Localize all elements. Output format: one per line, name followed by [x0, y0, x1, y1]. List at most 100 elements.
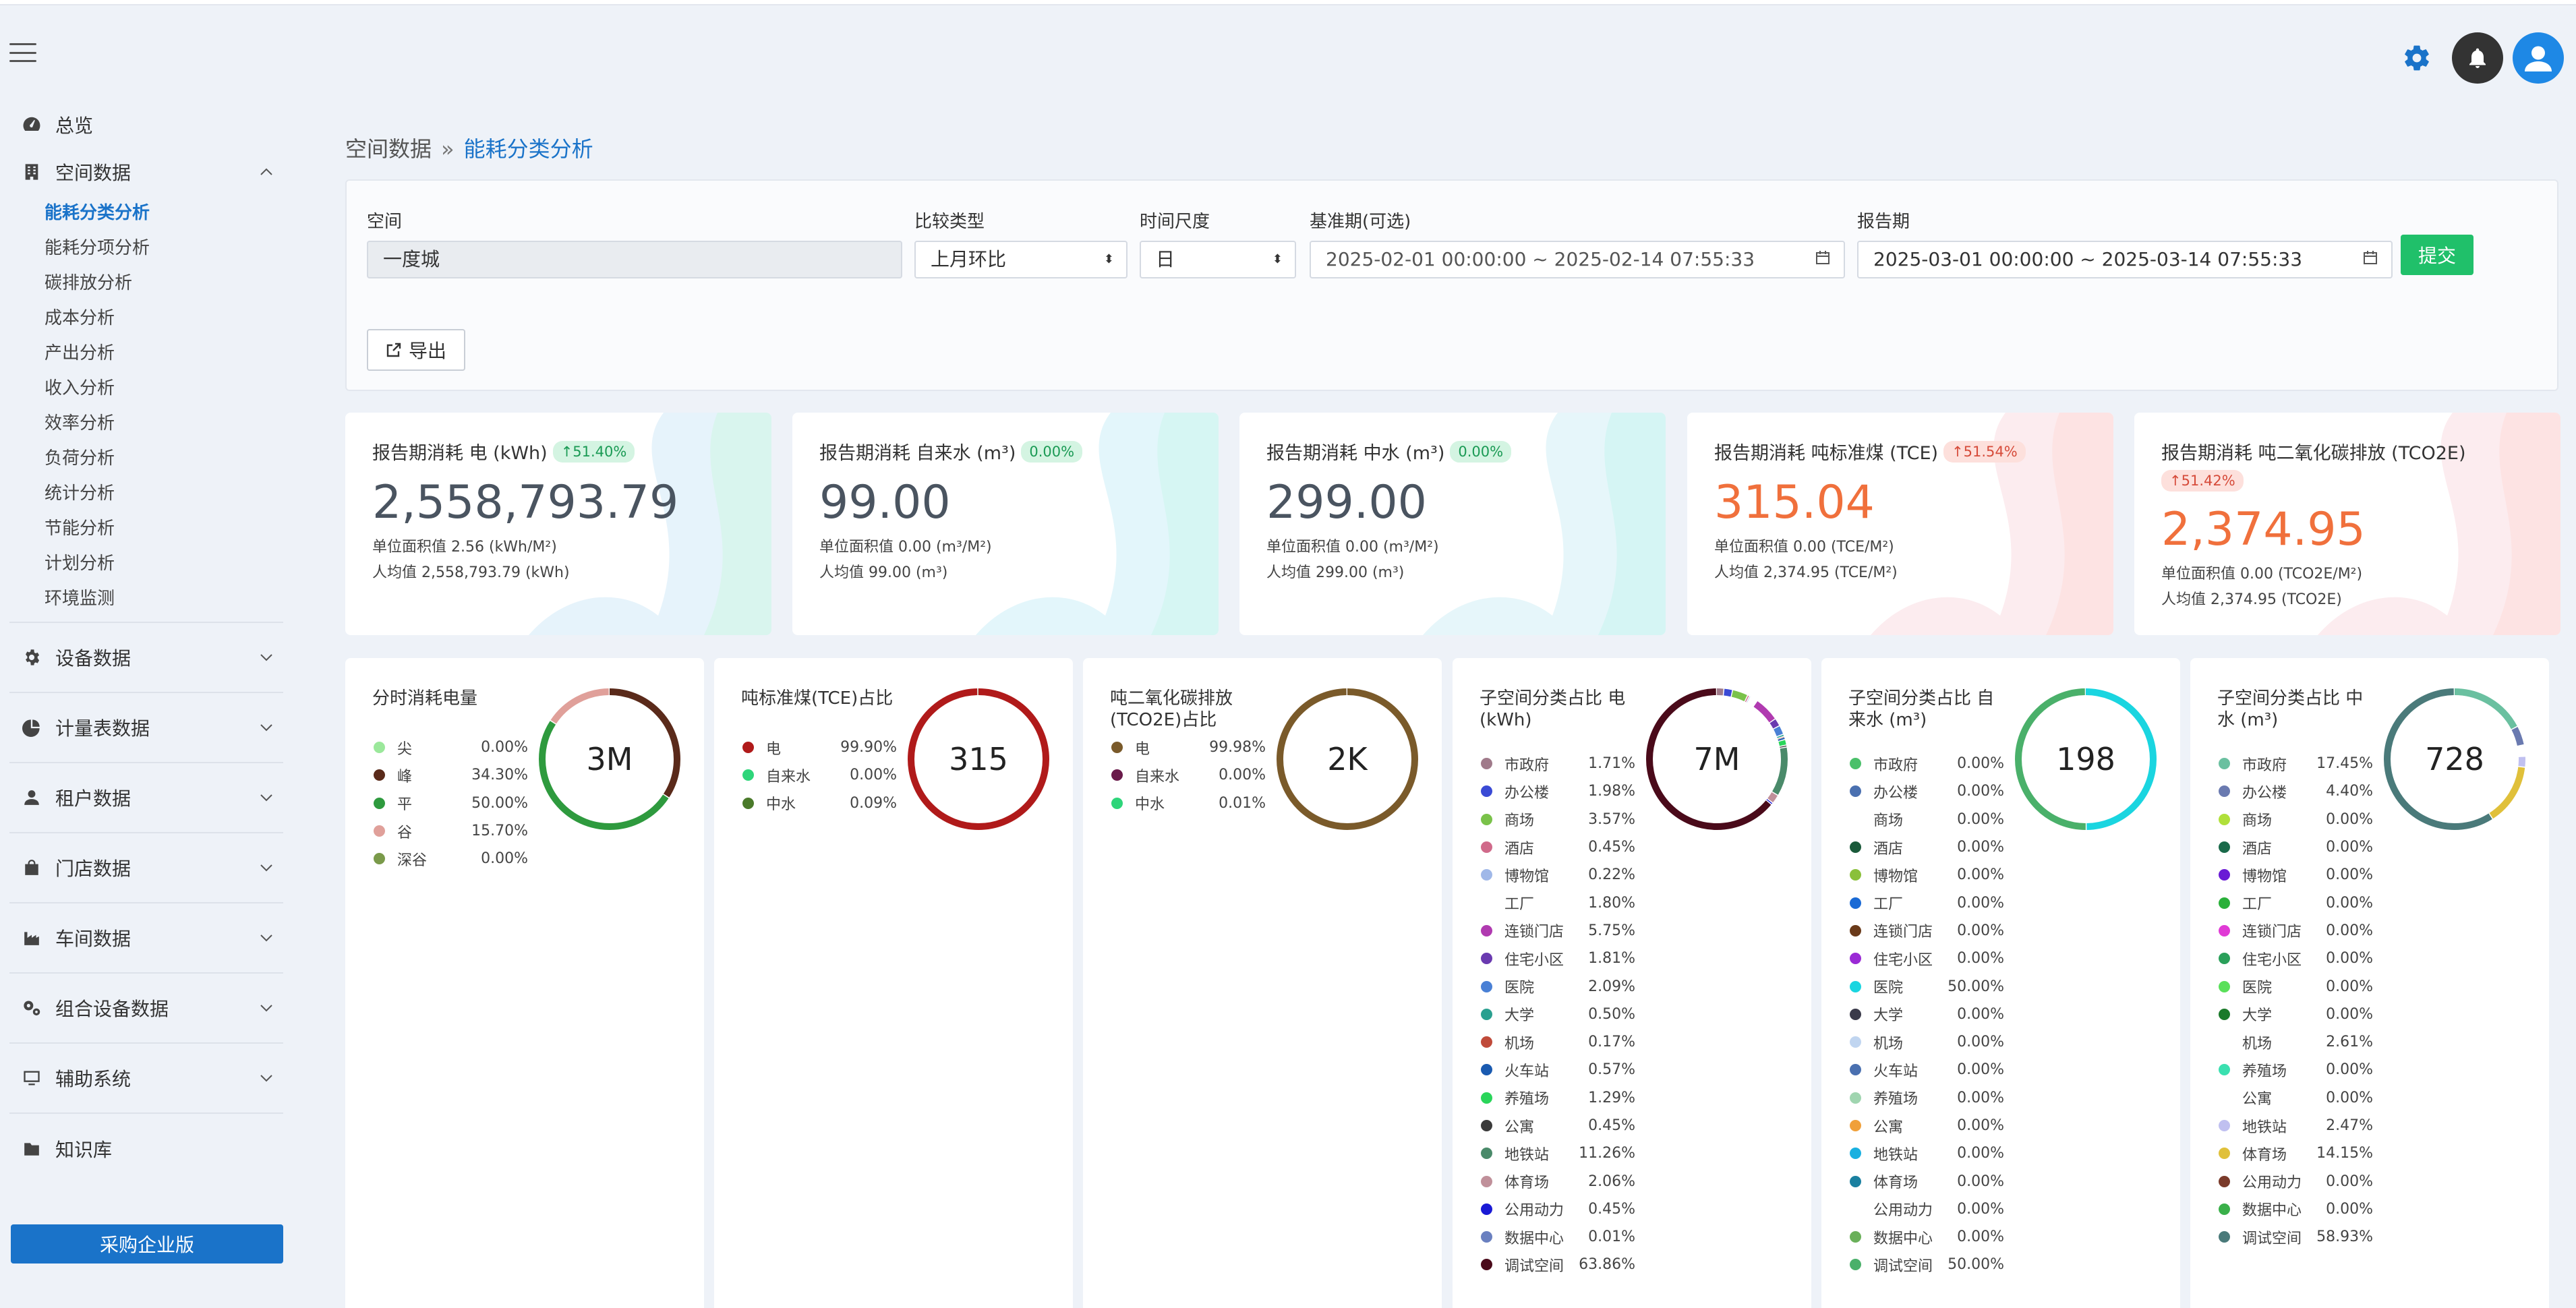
- legend-item[interactable]: 谷 15.70%: [374, 817, 528, 845]
- sidebar-sub-item[interactable]: 环境监测: [45, 589, 115, 609]
- legend-item[interactable]: 火车站 0.00%: [1850, 1056, 2004, 1083]
- legend-item[interactable]: 工厂 0.00%: [1850, 889, 2004, 916]
- legend-item[interactable]: 数据中心 0.01%: [1481, 1223, 1635, 1251]
- base-period-input[interactable]: 2025-02-01 00:00:00 ~ 2025-02-14 07:55:3…: [1310, 241, 1845, 278]
- legend-item[interactable]: 工厂 1.80%: [1481, 889, 1635, 916]
- legend-item[interactable]: 公寓 0.00%: [2219, 1084, 2373, 1112]
- legend-item[interactable]: 市政府 0.00%: [1850, 750, 2004, 777]
- sidebar-sub-item[interactable]: 产出分析: [45, 343, 115, 363]
- legend-item[interactable]: 博物馆 0.22%: [1481, 861, 1635, 889]
- sidebar-item-auxiliary[interactable]: 辅助系统: [9, 1044, 283, 1114]
- legend-item[interactable]: 商场 3.57%: [1481, 806, 1635, 833]
- legend-item[interactable]: 体育场 0.00%: [1850, 1167, 2004, 1195]
- sidebar-item-tenant[interactable]: 租户数据: [9, 763, 283, 833]
- user-avatar-icon[interactable]: [2513, 32, 2564, 84]
- donut-slice[interactable]: [539, 688, 680, 830]
- legend-item[interactable]: 调试空间 50.00%: [1850, 1251, 2004, 1278]
- legend-item[interactable]: 峰 34.30%: [374, 761, 528, 789]
- legend-item[interactable]: 尖 0.00%: [374, 734, 528, 761]
- legend-item[interactable]: 电 99.98%: [1111, 734, 1266, 761]
- legend-item[interactable]: 博物馆 0.00%: [1850, 861, 2004, 889]
- donut-slice[interactable]: [2015, 688, 2157, 830]
- sidebar-sub-item[interactable]: 能耗分项分析: [45, 238, 150, 258]
- legend-item[interactable]: 机场 0.17%: [1481, 1028, 1635, 1056]
- legend-item[interactable]: 火车站 0.57%: [1481, 1056, 1635, 1083]
- legend-item[interactable]: 养殖场 0.00%: [1850, 1084, 2004, 1112]
- sidebar-sub-item[interactable]: 计划分析: [45, 554, 115, 574]
- donut-slice[interactable]: [2384, 688, 2525, 830]
- legend-item[interactable]: 医院 50.00%: [1850, 972, 2004, 1000]
- legend-item[interactable]: 博物馆 0.00%: [2219, 861, 2373, 889]
- legend-item[interactable]: 地铁站 11.26%: [1481, 1139, 1635, 1167]
- legend-item[interactable]: 办公楼 4.40%: [2219, 777, 2373, 805]
- legend-item[interactable]: 大学 0.00%: [2219, 1001, 2373, 1028]
- legend-item[interactable]: 连锁门店 5.75%: [1481, 917, 1635, 945]
- legend-item[interactable]: 办公楼 1.98%: [1481, 777, 1635, 805]
- legend-item[interactable]: 酒店 0.45%: [1481, 833, 1635, 861]
- legend-item[interactable]: 深谷 0.00%: [374, 845, 528, 872]
- legend-item[interactable]: 体育场 14.15%: [2219, 1139, 2373, 1167]
- legend-item[interactable]: 机场 0.00%: [1850, 1028, 2004, 1056]
- sidebar-item-combined-device[interactable]: 组合设备数据: [9, 974, 283, 1044]
- legend-item[interactable]: 公寓 0.00%: [1850, 1112, 2004, 1139]
- sidebar-sub-item[interactable]: 效率分析: [45, 413, 115, 434]
- donut-slice[interactable]: [2015, 688, 2157, 830]
- sidebar-sub-item[interactable]: 成本分析: [45, 308, 115, 328]
- legend-item[interactable]: 中水 0.09%: [742, 790, 897, 817]
- legend-item[interactable]: 大学 0.00%: [1850, 1001, 2004, 1028]
- legend-item[interactable]: 酒店 0.00%: [1850, 833, 2004, 861]
- legend-item[interactable]: 中水 0.01%: [1111, 790, 1266, 817]
- legend-item[interactable]: 医院 2.09%: [1481, 972, 1635, 1000]
- legend-item[interactable]: 电 99.90%: [742, 734, 897, 761]
- legend-item[interactable]: 调试空间 63.86%: [1481, 1251, 1635, 1278]
- donut-slice[interactable]: [908, 688, 1049, 830]
- legend-item[interactable]: 公用动力 0.00%: [1850, 1195, 2004, 1223]
- time-scale-select[interactable]: 日 ⬍: [1140, 241, 1296, 278]
- legend-item[interactable]: 住宅小区 1.81%: [1481, 945, 1635, 972]
- donut-slice[interactable]: [1277, 688, 1418, 830]
- legend-item[interactable]: 工厂 0.00%: [2219, 889, 2373, 916]
- sidebar-item-overview[interactable]: 总览: [9, 101, 283, 148]
- sidebar-item-space-data[interactable]: 空间数据: [9, 148, 283, 196]
- legend-item[interactable]: 地铁站 0.00%: [1850, 1139, 2004, 1167]
- donut-slice[interactable]: [1646, 688, 1788, 830]
- legend-item[interactable]: 住宅小区 0.00%: [2219, 945, 2373, 972]
- legend-item[interactable]: 酒店 0.00%: [2219, 833, 2373, 861]
- sidebar-sub-item[interactable]: 碳排放分析: [45, 273, 133, 293]
- notification-bell-icon[interactable]: [2452, 32, 2503, 84]
- legend-item[interactable]: 公用动力 0.45%: [1481, 1195, 1635, 1223]
- sidebar-item-meter[interactable]: 计量表数据: [9, 693, 283, 763]
- export-button[interactable]: 导出: [367, 329, 465, 371]
- legend-item[interactable]: 数据中心 0.00%: [1850, 1223, 2004, 1251]
- legend-item[interactable]: 调试空间 58.93%: [2219, 1223, 2373, 1251]
- sidebar-item-workshop[interactable]: 车间数据: [9, 903, 283, 974]
- legend-item[interactable]: 连锁门店 0.00%: [1850, 917, 2004, 945]
- donut-slice[interactable]: [1646, 688, 1788, 830]
- sidebar-item-store[interactable]: 门店数据: [9, 833, 283, 903]
- breadcrumb-parent[interactable]: 空间数据: [345, 136, 432, 162]
- sidebar-item-knowledge[interactable]: 知识库: [9, 1114, 283, 1184]
- legend-item[interactable]: 数据中心 0.00%: [2219, 1195, 2373, 1223]
- legend-item[interactable]: 平 50.00%: [374, 790, 528, 817]
- donut-slice[interactable]: [539, 688, 680, 830]
- menu-toggle-icon[interactable]: [9, 43, 36, 62]
- sidebar-sub-item[interactable]: 统计分析: [45, 483, 115, 504]
- legend-item[interactable]: 地铁站 2.47%: [2219, 1112, 2373, 1139]
- donut-slice[interactable]: [2384, 688, 2525, 830]
- legend-item[interactable]: 养殖场 0.00%: [2219, 1056, 2373, 1083]
- legend-item[interactable]: 大学 0.50%: [1481, 1001, 1635, 1028]
- legend-item[interactable]: 养殖场 1.29%: [1481, 1084, 1635, 1112]
- legend-item[interactable]: 市政府 1.71%: [1481, 750, 1635, 777]
- space-field[interactable]: 一度城: [367, 241, 902, 278]
- legend-item[interactable]: 公寓 0.45%: [1481, 1112, 1635, 1139]
- legend-item[interactable]: 医院 0.00%: [2219, 972, 2373, 1000]
- legend-item[interactable]: 机场 2.61%: [2219, 1028, 2373, 1056]
- sidebar-sub-item[interactable]: 能耗分类分析: [45, 203, 150, 223]
- legend-item[interactable]: 办公楼 0.00%: [1850, 777, 2004, 805]
- legend-item[interactable]: 连锁门店 0.00%: [2219, 917, 2373, 945]
- donut-slice[interactable]: [2384, 688, 2525, 830]
- legend-item[interactable]: 住宅小区 0.00%: [1850, 945, 2004, 972]
- settings-gear-icon[interactable]: [2391, 32, 2442, 84]
- legend-item[interactable]: 自来水 0.00%: [1111, 761, 1266, 789]
- legend-item[interactable]: 市政府 17.45%: [2219, 750, 2373, 777]
